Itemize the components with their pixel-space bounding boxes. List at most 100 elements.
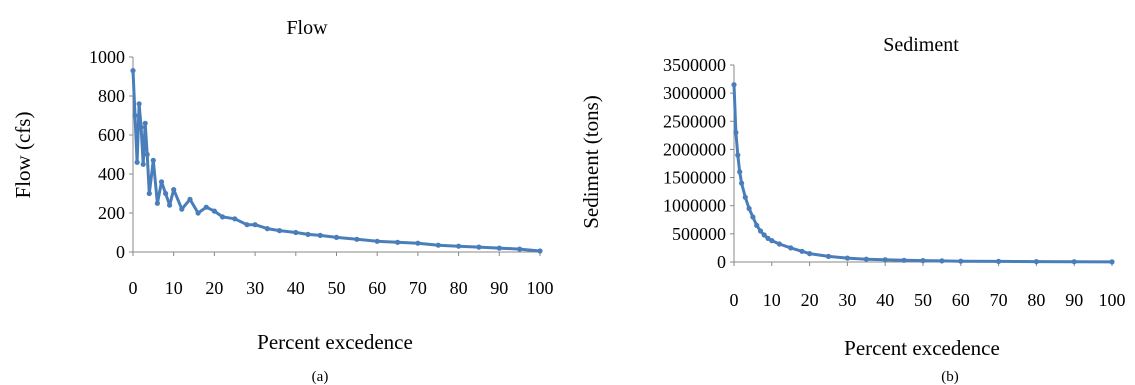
data-point: [844, 255, 851, 261]
data-point: [761, 232, 767, 238]
data-point: [739, 180, 745, 186]
y-tick-label: 2000000: [663, 139, 726, 159]
data-point: [456, 243, 462, 249]
sediment-y-ticks: 0 500000 1000000 1500000 2000000 2500000 30000…: [663, 55, 734, 272]
data-point: [765, 235, 771, 241]
data-point: [130, 68, 136, 74]
data-point: [754, 222, 760, 228]
data-point: [163, 190, 169, 197]
x-tick-label: 100: [527, 278, 554, 298]
data-point: [825, 253, 832, 259]
x-tick-label: 70: [409, 278, 427, 298]
flow-axes: [132, 57, 540, 253]
data-point: [733, 129, 739, 136]
y-tick-label: 400: [98, 164, 125, 184]
data-point: [920, 258, 926, 264]
data-point: [731, 82, 737, 88]
data-point: [142, 120, 148, 126]
data-point: [415, 240, 421, 246]
sediment-x-ticks: 0 10 20 30 40 50 60 70 80 90 100: [730, 262, 1126, 310]
sediment-chart-title: Sediment: [883, 34, 959, 56]
data-point: [154, 200, 160, 206]
data-point: [537, 248, 543, 254]
data-point: [737, 169, 743, 175]
data-point: [179, 206, 185, 212]
data-point: [264, 226, 270, 232]
sediment-x-axis-title: Percent excedence: [844, 336, 1000, 360]
x-tick-label: 90: [490, 278, 508, 298]
data-point: [244, 222, 250, 228]
x-tick-label: 20: [205, 278, 223, 298]
x-tick-label: 30: [246, 278, 264, 298]
data-point: [211, 208, 217, 214]
data-point: [140, 161, 146, 167]
data-point: [158, 179, 165, 185]
data-point: [136, 101, 142, 107]
series-line: [131, 70, 541, 253]
y-tick-label: 2500000: [663, 111, 726, 131]
flow-chart: Flow Flow (cfs) Percent excedence 020040…: [11, 17, 554, 354]
data-point: [144, 151, 150, 158]
flow-y-axis-title: Flow (cfs): [11, 112, 35, 199]
data-point: [939, 258, 945, 264]
data-point: [901, 257, 907, 263]
data-point: [203, 204, 209, 210]
data-point: [1109, 259, 1115, 265]
data-point: [252, 222, 258, 228]
x-tick-label: 30: [838, 290, 856, 310]
data-point: [807, 251, 813, 257]
x-tick-label: 0: [730, 290, 739, 310]
panel-label-b: (b): [941, 369, 959, 385]
sediment-axes: [733, 65, 1112, 263]
flow-x-axis-title: Percent excedence: [257, 330, 413, 354]
data-point: [742, 194, 748, 200]
data-point: [517, 246, 523, 252]
data-point: [882, 257, 888, 263]
y-tick-label: 1000000: [663, 196, 726, 216]
x-tick-label: 10: [165, 278, 183, 298]
x-tick-label: 40: [876, 290, 894, 310]
y-tick-label: 0: [116, 242, 125, 262]
data-point: [150, 157, 156, 163]
y-tick-label: 800: [98, 86, 125, 106]
data-point: [769, 238, 775, 244]
data-point: [788, 245, 794, 251]
data-point: [132, 112, 138, 119]
flow-series: [130, 68, 543, 254]
data-point: [746, 205, 752, 212]
y-tick-label: 200: [98, 203, 125, 223]
data-point: [138, 124, 144, 130]
data-point: [195, 210, 201, 216]
y-tick-label: 0: [717, 252, 726, 272]
data-point: [776, 241, 783, 247]
data-point: [187, 196, 193, 202]
y-tick-label: 1000: [89, 47, 125, 67]
data-point: [1033, 259, 1039, 265]
data-point: [317, 232, 323, 238]
data-point: [146, 190, 152, 197]
data-point: [750, 214, 756, 220]
x-tick-label: 70: [990, 290, 1008, 310]
y-tick-label: 1500000: [663, 168, 726, 188]
data-point: [1071, 259, 1077, 265]
data-point: [354, 236, 360, 242]
y-tick-label: 3500000: [663, 55, 726, 75]
data-point: [374, 238, 380, 244]
x-tick-label: 60: [952, 290, 970, 310]
data-point: [757, 228, 764, 234]
flow-x-ticks: 0 10 20 30 40 50 60 70 80 90 100: [129, 252, 554, 298]
x-tick-label: 40: [287, 278, 305, 298]
data-point: [219, 214, 226, 220]
x-tick-label: 90: [1065, 290, 1083, 310]
data-point: [395, 239, 401, 245]
data-point: [333, 234, 340, 240]
data-point: [863, 256, 869, 262]
x-tick-label: 80: [450, 278, 468, 298]
x-tick-label: 0: [129, 278, 138, 298]
data-point: [134, 159, 140, 165]
y-tick-label: 600: [98, 125, 125, 145]
x-tick-label: 20: [801, 290, 819, 310]
data-point: [232, 216, 238, 222]
data-point: [167, 202, 173, 208]
